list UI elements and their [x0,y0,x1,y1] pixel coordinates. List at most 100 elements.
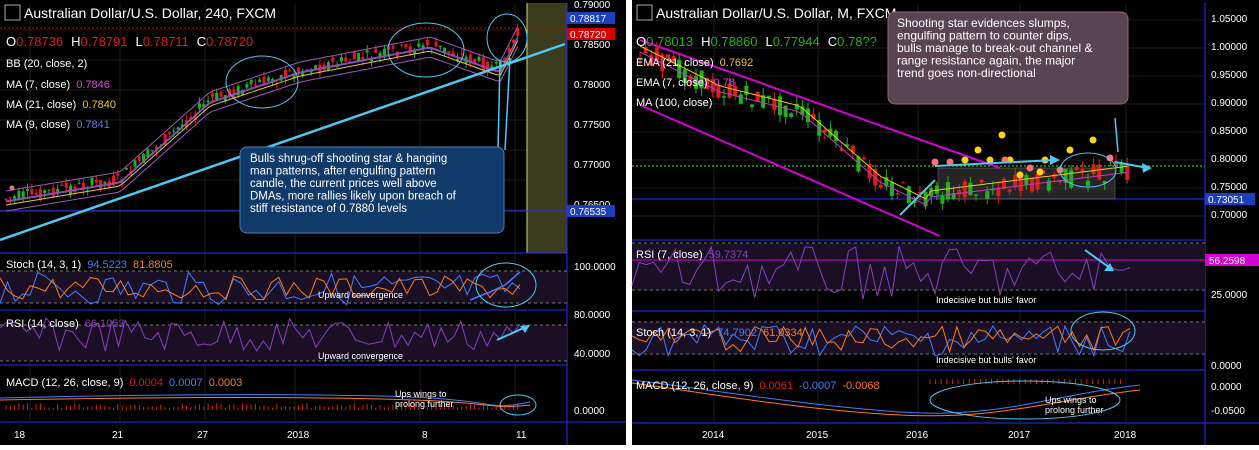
right-candle [1063,168,1068,183]
right-candle [1030,178,1034,192]
right-stoch-note: Indecisive but bulls' favor [936,355,1036,365]
left-ma21 [5,40,519,206]
left-candle [391,45,395,49]
left-candle [155,146,158,151]
left-chart-panel[interactable]: Australian Dollar/U.S. Dollar, 240, FXCM… [0,0,626,445]
left-candle [150,150,154,152]
right-rsi-axis: 25.0000 [1211,290,1248,301]
left-candle [361,56,365,61]
left-candle [387,46,391,50]
right-candle [716,85,721,98]
left-candle [421,45,425,48]
right-macd-value: 0.0061 [759,380,793,392]
left-candle [202,103,206,108]
right-candle [772,98,777,111]
left-candle [473,58,477,63]
left-candle [193,113,197,121]
left-candle [215,92,219,100]
right-h-label: H [701,34,710,49]
right-candle [940,196,945,204]
left-candle [374,48,378,53]
left-candle [26,189,29,191]
right-candle [727,83,732,98]
right-candle [699,70,704,89]
left-candle [434,41,438,47]
left-candle [425,39,429,46]
left-candle [357,53,361,61]
right-candle [722,96,726,98]
right-candle [895,193,900,195]
left-price-tick: 0.79000 [574,0,611,11]
right-candle [1119,163,1124,173]
svg-text:MA (7, close)0.7846: MA (7, close) 0.7846 [6,79,110,91]
right-candle [979,180,984,183]
shaded-zone [527,3,567,253]
right-candle [738,94,743,104]
right-candle [1007,189,1012,193]
right-marker-dot [1026,164,1034,172]
right-candle [750,104,754,107]
left-candle [103,181,107,184]
left-candle [400,44,404,46]
left-macd-signal: 0.0007 [169,377,203,389]
svg-text:EMA (21, close)0.7692: EMA (21, close) 0.7692 [636,57,753,69]
left-candle [146,149,150,157]
svg-text:RSI (7, close)59.7374: RSI (7, close) 59.7374 [636,249,748,261]
left-bb-upper [5,26,519,192]
left-candle [245,84,249,88]
right-marker-dot [1066,146,1074,154]
left-rsi-line [0,317,521,352]
left-rsi-axis-bottom: 40.0000 [574,349,611,360]
right-candle [677,59,682,79]
left-l-label: L [136,34,143,49]
right-chart-panel[interactable]: Australian Dollar/U.S. Dollar, M, FXCM O… [631,0,1259,445]
left-candle [296,67,300,72]
right-candle [1114,161,1118,166]
right-price-tick: 0.70000 [1211,210,1248,221]
left-macd-line [0,394,531,407]
left-trendline [0,42,566,242]
left-tag-top: 0.78817 [570,14,607,25]
right-macd-hist: -0.0068 [842,380,879,392]
right-candle [1069,169,1074,188]
svg-text:MA (9, close)0.7841: MA (9, close) 0.7841 [6,119,110,131]
right-tag-low: 0.73051 [1208,195,1245,206]
right-candle [682,69,687,83]
right-candle [968,182,973,196]
left-candle [382,48,386,56]
left-ind-ma21-val: 0.7840 [82,99,116,111]
left-candle [172,130,176,132]
right-ind-ema21-val: 0.7692 [720,57,754,69]
right-candle [806,108,810,123]
right-candle [822,129,827,133]
right-candle [817,120,822,136]
left-x-tick: 27 [197,430,209,441]
left-price-tick: 0.77500 [574,120,611,131]
left-candle [378,52,382,57]
right-marker-dot [998,131,1006,139]
left-candle [292,73,296,78]
left-ellipse-3 [486,13,528,63]
right-candle [643,46,648,54]
right-marker-dot [1106,154,1114,162]
svg-text:0.0000: 0.0000 [1211,382,1242,393]
left-candle [288,70,292,72]
right-marker-dot [986,156,994,164]
left-stoch-d-line [0,275,521,301]
svg-text:RSI (14, close)66.1053: RSI (14, close) 66.1053 [6,318,125,330]
svg-text:MACD (12, 26, close, 9)0.0061-: MACD (12, 26, close, 9) 0.0061 -0.0007 -0.0… [636,380,880,392]
left-candle [490,65,494,69]
left-candle [56,189,60,192]
left-candle [133,160,137,167]
left-bb-lower [5,46,519,212]
left-low: 0.78711 [143,34,189,49]
right-l-label: L [766,34,773,49]
right-stoch-d-line [631,325,1131,354]
left-stoch-d: 81.8805 [133,259,173,271]
left-x-tick: 11 [516,430,527,441]
left-x-tick: 8 [422,430,428,441]
left-candle [443,47,447,54]
right-price-tick: 0.75000 [1211,182,1248,193]
left-candle [64,182,68,188]
